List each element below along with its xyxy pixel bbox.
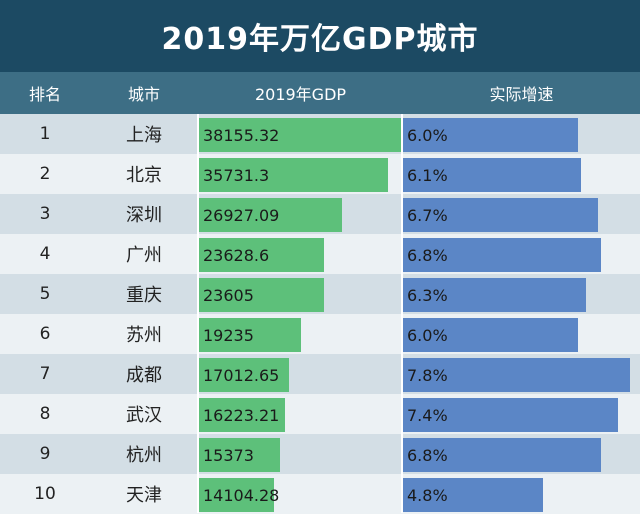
city-cell: 北京 [126, 165, 162, 186]
table-row: 5 重庆 23605 6.3% [0, 274, 640, 314]
growth-bar [403, 238, 601, 272]
gdp-value-label: 26927.09 [203, 205, 280, 225]
rank-cell: 3 [39, 204, 51, 224]
gdp-value-label: 19235 [203, 325, 254, 345]
city-cell: 重庆 [126, 285, 162, 306]
city-cell: 苏州 [126, 325, 162, 346]
growth-value-label: 6.0% [407, 125, 448, 145]
table-row: 3 深圳 26927.09 6.7% [0, 194, 640, 234]
table-row: 2 北京 35731.3 6.1% [0, 154, 640, 194]
growth-value-label: 6.0% [407, 325, 448, 345]
table-row: 7 成都 17012.65 7.8% [0, 354, 640, 394]
header-rank: 排名 [28, 85, 61, 104]
gdp-value-label: 15373 [203, 445, 254, 465]
gdp-value-label: 38155.32 [203, 125, 280, 145]
gdp-value-label: 23605 [203, 285, 254, 305]
gdp-value-label: 14104.28 [203, 485, 280, 505]
gdp-value-label: 23628.6 [203, 245, 270, 265]
city-cell: 武汉 [126, 405, 162, 426]
growth-bar [403, 278, 586, 312]
gdp-bar [199, 478, 274, 512]
header-city: 城市 [127, 85, 160, 104]
growth-value-label: 6.8% [407, 245, 448, 265]
growth-bar [403, 438, 601, 472]
growth-bar [403, 198, 598, 232]
city-cell: 深圳 [126, 205, 162, 226]
gdp-bar [199, 278, 324, 312]
table-row: 8 武汉 16223.21 7.4% [0, 394, 640, 434]
header-gdp: 2019年GDP [254, 85, 347, 104]
growth-bar [403, 398, 618, 432]
city-cell: 成都 [126, 365, 162, 386]
growth-bar [403, 318, 578, 352]
gdp-value-label: 35731.3 [203, 165, 270, 185]
rank-cell: 4 [39, 244, 51, 264]
gdp-value-label: 16223.21 [203, 405, 280, 425]
column-divider [401, 114, 403, 513]
rank-cell: 8 [39, 404, 51, 424]
growth-value-label: 6.8% [407, 445, 448, 465]
growth-value-label: 4.8% [407, 485, 448, 505]
gdp-bar [199, 318, 301, 352]
gdp-bar [199, 438, 280, 472]
growth-bar [403, 118, 578, 152]
rank-cell: 9 [39, 444, 51, 464]
table-row: 1 上海 38155.32 6.0% [0, 114, 640, 154]
growth-value-label: 7.4% [407, 405, 448, 425]
growth-value-label: 6.3% [407, 285, 448, 305]
table-row: 4 广州 23628.6 6.8% [0, 234, 640, 274]
city-cell: 上海 [126, 125, 162, 146]
chart-title: 2019年万亿GDP城市 [0, 0, 640, 72]
gdp-bar [199, 238, 324, 272]
rank-cell: 5 [39, 284, 51, 304]
table-row: 9 杭州 15373 6.8% [0, 434, 640, 474]
growth-bar [403, 158, 581, 192]
rank-cell: 7 [39, 364, 51, 384]
rank-cell: 2 [39, 164, 51, 184]
gdp-bar [199, 198, 342, 232]
city-cell: 杭州 [126, 445, 162, 466]
table-row: 6 苏州 19235 6.0% [0, 314, 640, 354]
table-row: 10 天津 14104.28 4.8% [0, 474, 640, 514]
city-cell: 广州 [126, 245, 162, 266]
growth-bar [403, 358, 630, 392]
rank-cell: 10 [34, 484, 56, 504]
gdp-bar [199, 398, 285, 432]
growth-value-label: 6.1% [407, 165, 448, 185]
gdp-bar [199, 158, 388, 192]
city-cell: 天津 [126, 485, 162, 506]
growth-value-label: 6.7% [407, 205, 448, 225]
gdp-bar [199, 118, 401, 152]
rank-cell: 1 [39, 124, 51, 144]
gdp-value-label: 17012.65 [203, 365, 280, 385]
table-header: 排名 城市 2019年GDP 实际增速 [0, 72, 640, 114]
growth-value-label: 7.8% [407, 365, 448, 385]
growth-bar [403, 478, 543, 512]
header-growth: 实际增速 [489, 85, 554, 104]
rank-cell: 6 [39, 324, 51, 344]
gdp-bar [199, 358, 289, 392]
column-divider [197, 114, 199, 513]
